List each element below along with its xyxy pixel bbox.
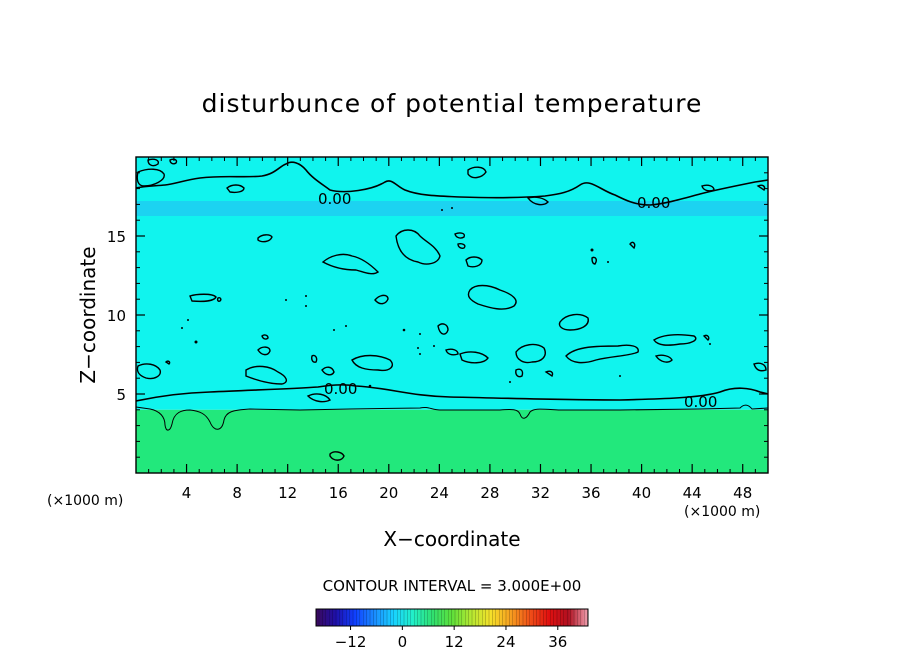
x-tick-label-48: 48 bbox=[733, 484, 752, 502]
contour-dots bbox=[181, 207, 711, 388]
colorbar-tick-label-36: 36 bbox=[548, 633, 567, 651]
contour-interval-text: CONTOUR INTERVAL = 3.000E+00 bbox=[323, 577, 582, 595]
colorbar-tick-label-24: 24 bbox=[496, 633, 515, 651]
colorbar-tick-label-12: 12 bbox=[445, 633, 464, 651]
chart-title: disturbunce of potential temperature bbox=[202, 89, 703, 118]
x-tick-label-36: 36 bbox=[581, 484, 600, 502]
x-tick-label-40: 40 bbox=[632, 484, 651, 502]
contour-label-upper-right: 0.00 bbox=[637, 194, 670, 212]
x-tick-label-16: 16 bbox=[329, 484, 348, 502]
x-tick-labels: 4 8 12 16 20 24 28 32 36 40 44 48 bbox=[182, 484, 752, 502]
x-unit-right: (×1000 m) bbox=[684, 504, 760, 520]
colorbar-tick-label--12: −12 bbox=[335, 633, 367, 651]
x-axis-label: X−coordinate bbox=[383, 527, 520, 551]
colorbar-tick-labels: −12 0 12 24 36 bbox=[335, 633, 568, 651]
plot-area: 0.00 0.00 0.00 0.00 bbox=[136, 157, 768, 473]
x-tick-label-20: 20 bbox=[379, 484, 398, 502]
y-tick-label-5: 5 bbox=[116, 386, 126, 404]
contour-islands bbox=[136, 158, 767, 461]
zero-contour-lower bbox=[136, 384, 768, 402]
x-tick-label-24: 24 bbox=[430, 484, 449, 502]
field-lower bbox=[136, 409, 768, 473]
x-tick-label-28: 28 bbox=[480, 484, 499, 502]
y-tick-labels: 5 10 15 bbox=[107, 228, 126, 404]
colorbar-stripes bbox=[318, 609, 588, 626]
colorbar bbox=[315, 608, 589, 627]
colorbar-ticks bbox=[350, 626, 559, 630]
x-tick-label-32: 32 bbox=[531, 484, 550, 502]
field-upper bbox=[136, 157, 768, 410]
interface-contour bbox=[136, 404, 768, 431]
x-tick-label-4: 4 bbox=[182, 484, 192, 502]
y-axis-label: Z−coordinate bbox=[76, 246, 100, 383]
x-tick-label-8: 8 bbox=[232, 484, 242, 502]
axis-ticks bbox=[136, 157, 768, 473]
x-tick-label-12: 12 bbox=[278, 484, 297, 502]
contour-label-lower-right: 0.00 bbox=[684, 393, 717, 411]
x-unit-left: (×1000 m) bbox=[47, 493, 123, 509]
colorbar-tick-label-0: 0 bbox=[398, 633, 408, 651]
y-tick-label-15: 15 bbox=[107, 228, 126, 246]
zero-contour-upper bbox=[136, 161, 768, 206]
contour-label-lower-left: 0.00 bbox=[324, 380, 357, 398]
x-tick-label-44: 44 bbox=[683, 484, 702, 502]
y-tick-label-10: 10 bbox=[107, 307, 126, 325]
contour-label-upper-left: 0.00 bbox=[318, 190, 351, 208]
